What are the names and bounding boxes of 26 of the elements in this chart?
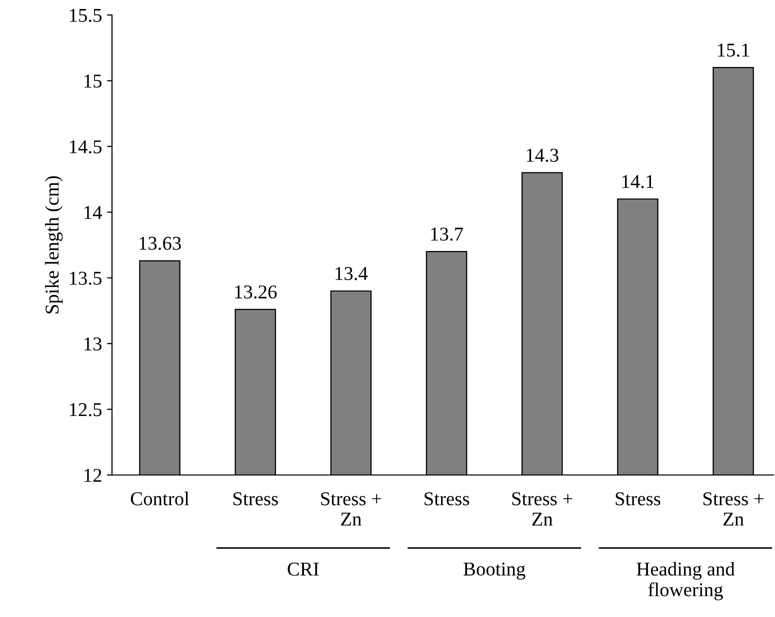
x-tick-label: Stress + Zn [512, 492, 572, 526]
data-label: 13.26 [235, 285, 277, 299]
x-tick-label: Stress [233, 492, 278, 506]
data-label: 14.1 [622, 175, 654, 188]
y-tick-label: 15.5 [70, 8, 102, 22]
data-label: 15.1 [718, 44, 750, 57]
y-tick-label: 12.5 [70, 403, 102, 416]
x-tick-label: Stress [616, 492, 660, 506]
data-label: 13.7 [431, 228, 464, 241]
text: Booting [464, 562, 526, 580]
x-tick-label: Stress + Zn [321, 492, 382, 526]
x-tick-label: Stress [424, 492, 470, 506]
data-label: 13.63 [140, 236, 181, 250]
y-tick-label: 14.5 [70, 140, 102, 154]
text: Heading and flowering [636, 562, 735, 600]
x-tick-label: Stress + Zn [703, 492, 764, 526]
text: CRI [288, 562, 319, 576]
y-tick-label: 15 [84, 74, 102, 88]
data-label: 14.3 [526, 148, 558, 162]
y-tick-label: 13 [84, 337, 102, 351]
y-tick-label: 12 [84, 468, 102, 482]
y-tick-label: 14 [84, 206, 102, 219]
data-label: 13.4 [336, 267, 368, 280]
y-axis-title: Spike length (cm) [45, 176, 63, 314]
y-tick-label: 13.5 [70, 272, 102, 285]
x-tick-label: Control [130, 492, 190, 506]
